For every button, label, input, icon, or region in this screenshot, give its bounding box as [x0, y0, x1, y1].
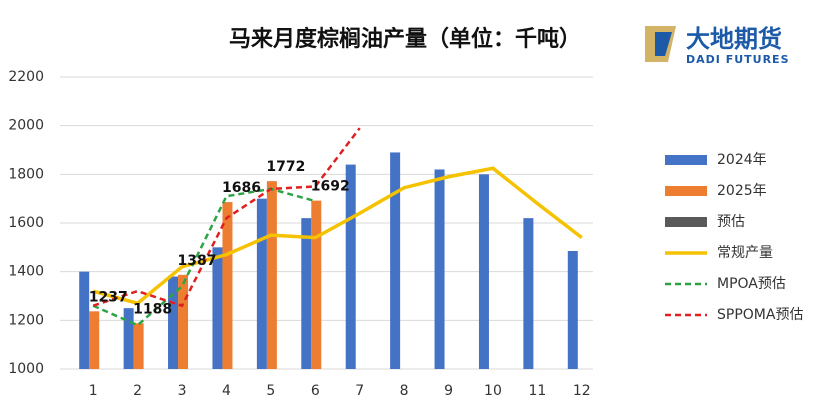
- y-tick-label: 1000: [8, 361, 44, 377]
- line: [92, 127, 361, 308]
- x-tick-label: 1: [89, 383, 98, 399]
- chart-title: 马来月度棕榈油产量（单位：千吨）: [229, 26, 581, 52]
- x-tick-label: 11: [528, 383, 546, 399]
- bar: [523, 218, 534, 369]
- data-label: 1237: [89, 289, 128, 305]
- bar: [79, 271, 90, 369]
- y-tick-label: 1600: [8, 215, 44, 231]
- logo-subtitle: DADI FUTURES: [686, 53, 790, 66]
- y-tick-label: 2000: [8, 118, 44, 134]
- x-tick-label: 10: [484, 383, 502, 399]
- legend-swatch: [665, 217, 707, 227]
- bar: [311, 200, 322, 369]
- data-label: 1686: [222, 180, 261, 196]
- data-label: 1772: [266, 159, 305, 175]
- legend-label: 预估: [717, 214, 745, 230]
- bar: [567, 250, 578, 369]
- data-label: 1387: [178, 253, 217, 269]
- y-tick-label: 1200: [8, 312, 44, 328]
- line: [92, 166, 583, 306]
- legend-swatch: [665, 186, 707, 196]
- x-tick-label: 4: [222, 383, 231, 399]
- x-tick-label: 7: [355, 383, 364, 399]
- data-label: 1692: [311, 179, 350, 195]
- bar: [256, 198, 267, 369]
- legend-label: 常规产量: [717, 245, 773, 261]
- bar: [390, 152, 401, 369]
- bar: [478, 174, 489, 369]
- bar: [266, 181, 277, 369]
- bar: [133, 323, 144, 369]
- bar: [434, 169, 445, 369]
- bar: [212, 247, 223, 369]
- x-tick-label: 2: [133, 383, 142, 399]
- x-tick-label: 3: [178, 383, 187, 399]
- legend-label: SPPOMA预估: [717, 307, 803, 323]
- legend-label: 2024年: [717, 152, 767, 168]
- x-tick-label: 9: [444, 383, 453, 399]
- y-tick-label: 1800: [8, 166, 44, 182]
- bar: [168, 276, 179, 369]
- line: [92, 187, 316, 327]
- x-tick-label: 5: [266, 383, 275, 399]
- x-tick-label: 8: [400, 383, 409, 399]
- legend-label: MPOA预估: [717, 276, 786, 292]
- bar: [345, 164, 356, 369]
- bar: [301, 218, 312, 369]
- x-tick-label: 6: [311, 383, 320, 399]
- y-tick-label: 1400: [8, 264, 44, 280]
- data-label: 1188: [133, 301, 172, 317]
- legend-label: 2025年: [717, 183, 767, 199]
- y-tick-label: 2200: [8, 69, 44, 85]
- bar: [222, 202, 233, 369]
- logo-icon: [655, 32, 672, 56]
- legend-swatch: [665, 155, 707, 165]
- x-tick-label: 12: [573, 383, 591, 399]
- logo: 大地期货 DADI FUTURES: [645, 25, 790, 66]
- logo-name: 大地期货: [686, 25, 782, 53]
- bar: [123, 308, 134, 369]
- bar: [178, 274, 189, 369]
- bar: [89, 311, 100, 369]
